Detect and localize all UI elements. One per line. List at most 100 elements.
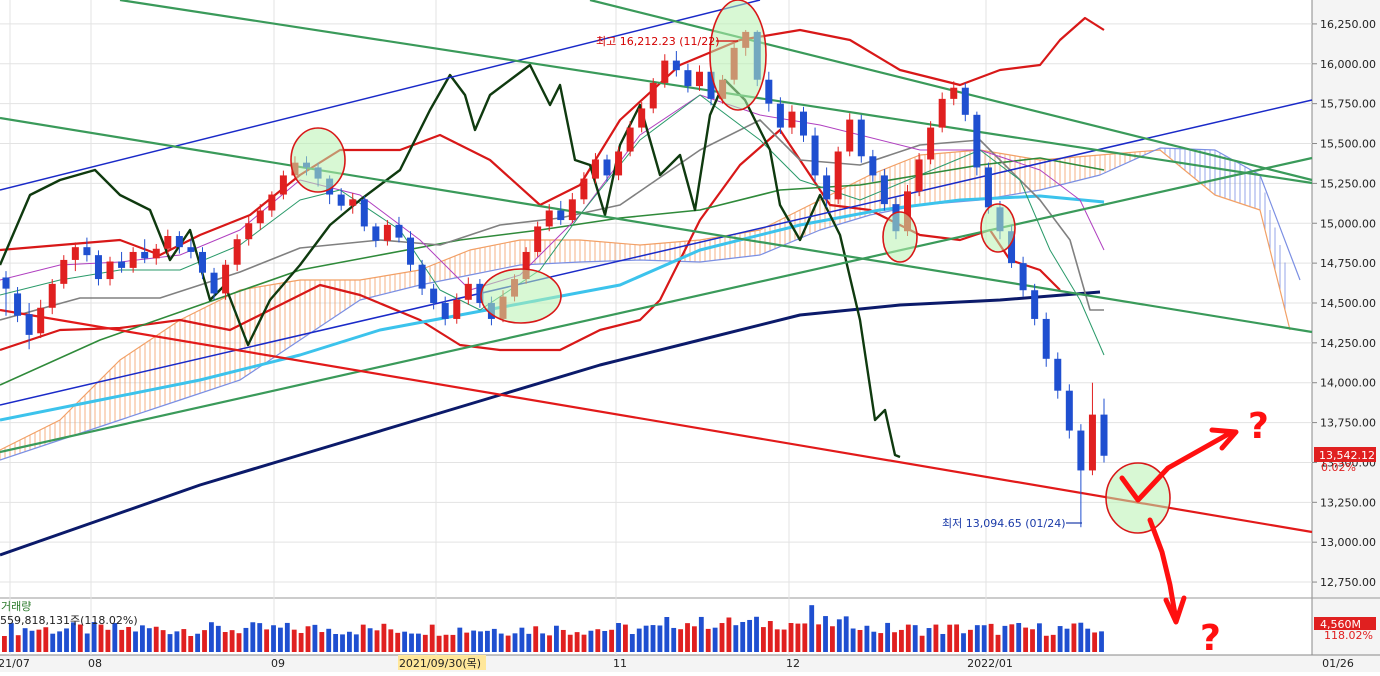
arrow-down-head — [1163, 595, 1187, 625]
candle-body — [638, 108, 646, 128]
candle-body — [418, 264, 426, 289]
candle-body — [904, 191, 912, 232]
candle-body — [360, 199, 368, 227]
volume-bar — [105, 629, 111, 652]
x-tick-label: 12 — [786, 657, 800, 670]
volume-bar — [843, 616, 849, 652]
y-tick-label: 15,250.00 — [1320, 177, 1376, 190]
volume-bar — [374, 630, 380, 652]
volume-bar — [581, 634, 587, 652]
volume-bar — [560, 629, 566, 652]
volume-bar — [830, 626, 835, 652]
volume-bar — [8, 623, 14, 652]
volume-bar — [146, 628, 152, 652]
candle-body — [441, 302, 449, 319]
candle-body — [834, 151, 842, 200]
y-tick-label: 13,250.00 — [1320, 496, 1376, 509]
candle-body — [106, 261, 114, 280]
volume-bar — [215, 625, 221, 652]
volume-bar — [767, 621, 773, 652]
volume-bar — [864, 625, 870, 652]
candle-body — [430, 288, 438, 303]
candle-body — [1031, 290, 1039, 319]
volume-bar — [229, 630, 235, 652]
volume-bar — [402, 631, 408, 652]
volume-bar — [153, 626, 159, 652]
volume-bar — [885, 622, 891, 652]
volume-bar — [291, 629, 297, 652]
volume-bar — [416, 633, 421, 652]
volume-bar — [257, 623, 263, 652]
candle-body — [1042, 318, 1050, 359]
volume-bar — [15, 635, 21, 652]
volume-bar — [436, 635, 442, 652]
volume-bars-layer — [2, 605, 1104, 652]
candle-body — [337, 194, 345, 206]
candle-body — [765, 79, 773, 104]
volume-bar — [554, 625, 559, 652]
candle-body — [580, 178, 588, 200]
volume-bar — [91, 622, 97, 652]
candle-body — [268, 194, 276, 211]
candle-body — [164, 236, 172, 249]
candle-body — [383, 224, 391, 241]
candle-body — [938, 98, 946, 128]
volume-bar — [2, 636, 7, 652]
volume-bar — [340, 634, 345, 652]
volume-bar — [1023, 627, 1029, 652]
volume-bar — [795, 623, 801, 652]
volume-bar — [1071, 623, 1077, 652]
x-tick-label: 08 — [88, 657, 102, 670]
volume-bar — [1009, 624, 1015, 652]
volume-bar — [636, 628, 642, 652]
candle-body — [187, 247, 195, 252]
volume-bar — [1057, 626, 1063, 652]
volume-bar — [754, 616, 759, 652]
highlight-circle — [980, 203, 1016, 253]
candle-body — [684, 70, 692, 87]
volume-bar — [1043, 635, 1049, 652]
volume-bar — [926, 628, 932, 652]
candle-body — [915, 159, 923, 192]
candle-body — [372, 226, 380, 241]
volume-bar — [698, 616, 704, 652]
candle-body — [672, 60, 680, 71]
volume-bar — [671, 627, 677, 652]
volume-bar — [119, 629, 125, 652]
candle-body — [175, 236, 183, 248]
volume-bar — [381, 623, 387, 652]
x-axis-ticks: 21/07 08 09 2021/09/30(목) 11 12 2022/01 01/26 — [0, 655, 1354, 670]
volume-bar — [643, 625, 649, 652]
volume-bar — [850, 628, 856, 652]
volume-bar — [816, 624, 822, 652]
volume-bar — [954, 624, 960, 652]
volume-bar — [974, 625, 980, 652]
volume-bar — [181, 629, 187, 652]
volume-bar — [836, 619, 842, 652]
candle-body — [799, 111, 807, 136]
volume-bar — [471, 630, 477, 652]
y-tick-label: 15,750.00 — [1320, 98, 1376, 111]
volume-bar — [940, 633, 946, 652]
bollinger-upper — [0, 16, 1105, 257]
volume-bar — [457, 627, 463, 652]
volume-bar — [526, 633, 532, 652]
y-tick-label: 14,500.00 — [1320, 297, 1376, 310]
volume-bar — [98, 624, 104, 652]
volume-bar — [319, 632, 325, 652]
y-tick-label: 16,250.00 — [1320, 18, 1376, 31]
y-axis-ticks: 16,250.00 16,000.00 15,750.00 15,500.00 15,2… — [1312, 18, 1376, 589]
candle-body — [961, 87, 969, 115]
volume-summary: 559,818,131주(118.02%) — [0, 614, 138, 627]
ma-long-navy — [0, 290, 1101, 557]
volume-bar — [961, 633, 966, 652]
candle-body — [568, 199, 576, 221]
candle-body — [198, 251, 206, 273]
volume-bar — [367, 628, 373, 652]
candle-body — [1100, 414, 1108, 456]
volume-bar — [388, 629, 394, 652]
y-tick-label: 13,000.00 — [1320, 536, 1376, 549]
candle-body — [626, 127, 634, 152]
